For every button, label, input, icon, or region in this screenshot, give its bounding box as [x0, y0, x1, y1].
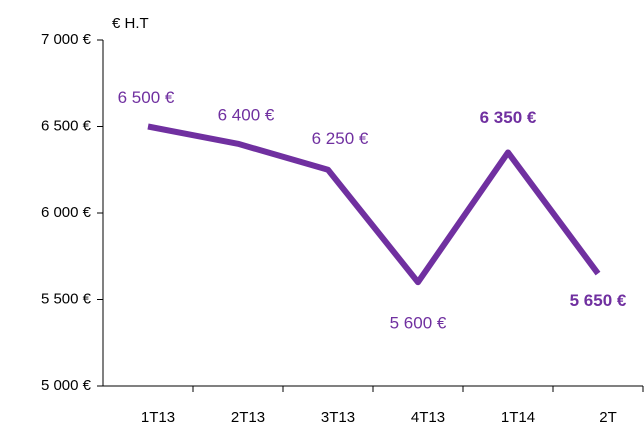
y-tick-label: 7 000 € — [41, 31, 92, 48]
x-tick-label: 3T13 — [321, 409, 355, 426]
y-tick-label: 6 500 € — [41, 117, 92, 134]
data-label: 6 400 € — [218, 105, 275, 124]
x-tick-label: 1T14 — [501, 409, 535, 426]
x-tick-label: 1T13 — [141, 409, 175, 426]
data-label: 6 500 € — [118, 88, 175, 107]
y-tick-label: 5 500 € — [41, 290, 92, 307]
y-tick-label: 5 000 € — [41, 377, 92, 394]
data-label: 6 350 € — [480, 108, 537, 127]
x-tick-label: 4T13 — [411, 409, 445, 426]
y-tick-label: 6 000 € — [41, 204, 92, 221]
x-tick-label: 2T — [599, 409, 617, 426]
data-label: 5 650 € — [570, 291, 627, 310]
data-label: 6 250 € — [312, 129, 369, 148]
line — [147, 123, 601, 286]
x-tick-label: 2T13 — [231, 409, 265, 426]
data-label: 5 600 € — [390, 314, 447, 333]
y-axis-label: € H.T — [112, 15, 149, 32]
